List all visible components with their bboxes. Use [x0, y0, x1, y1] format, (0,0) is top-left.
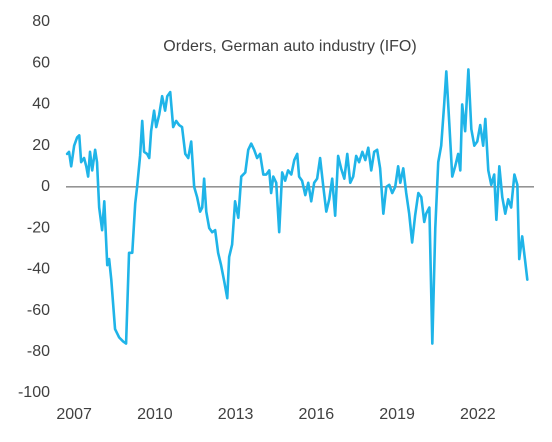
y-tick-label: 60: [32, 54, 50, 71]
x-tick-label: 2016: [299, 406, 335, 423]
y-tick-label: 20: [32, 137, 50, 154]
x-tick-label: 2007: [56, 406, 92, 423]
x-tick-label: 2019: [379, 406, 415, 423]
y-tick-label: -60: [27, 302, 50, 319]
y-tick-label: 0: [41, 178, 50, 195]
y-tick-label: -20: [27, 219, 50, 236]
x-tick-label: 2013: [218, 406, 254, 423]
x-tick-label: 2010: [137, 406, 173, 423]
y-tick-label: -80: [27, 343, 50, 360]
data-line: [65, 68, 529, 345]
y-tick-label: -100: [18, 384, 50, 401]
y-tick-label: -40: [27, 261, 50, 278]
y-tick-label: 40: [32, 96, 50, 113]
y-tick-label: 80: [32, 13, 50, 30]
chart-title: Orders, German auto industry (IFO): [163, 38, 416, 55]
x-tick-label: 2022: [460, 406, 496, 423]
